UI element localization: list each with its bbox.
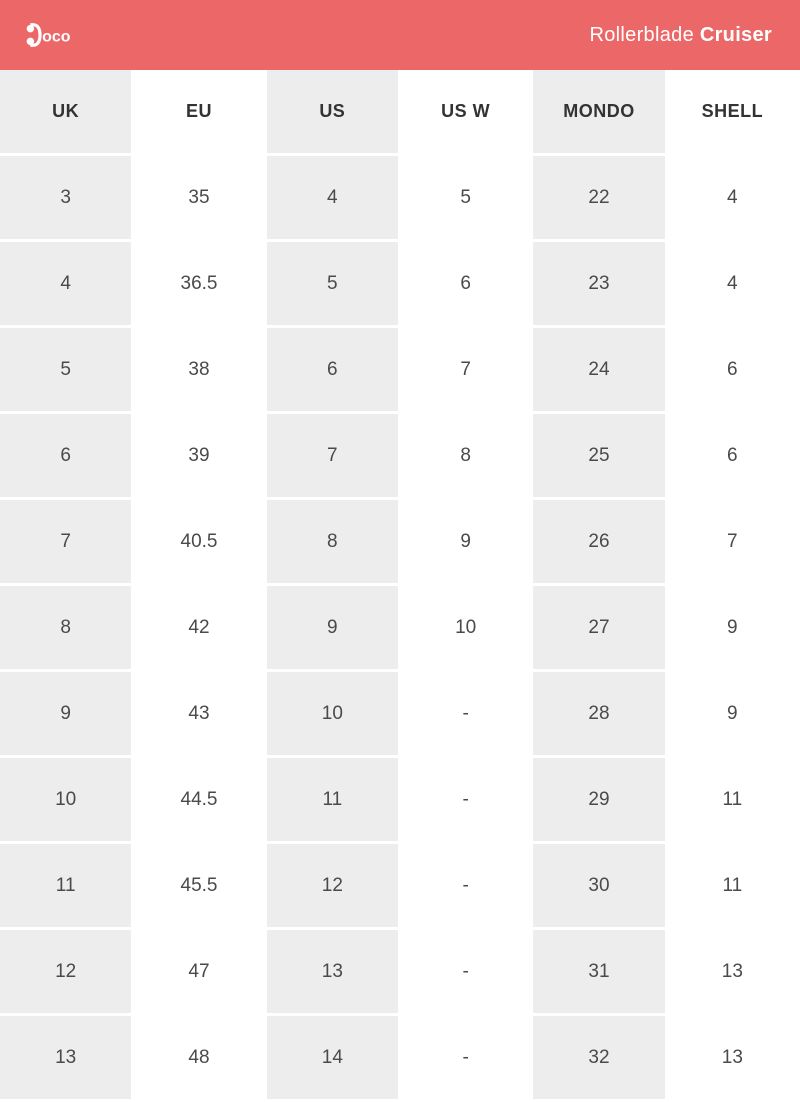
svg-text:oco: oco	[42, 28, 71, 45]
cell-uk-row-1: 4	[0, 242, 133, 328]
cell-us-row-6: 10	[267, 672, 400, 758]
cell-eu-row-9: 47	[133, 930, 266, 1016]
cell-mondo-row-6: 28	[533, 672, 666, 758]
cell-eu-row-7: 44.5	[133, 758, 266, 844]
cell-uk-row-4: 7	[0, 500, 133, 586]
cell-shell-row-1: 4	[667, 242, 800, 328]
cell-uk-row-6: 9	[0, 672, 133, 758]
cell-us-row-1: 5	[267, 242, 400, 328]
title-bold: Cruiser	[700, 24, 772, 46]
brand-header: oco Rollerblade Cruiser	[0, 0, 800, 70]
cell-us-w-row-2: 7	[400, 328, 533, 414]
cell-us-row-0: 4	[267, 156, 400, 242]
cell-uk-row-7: 10	[0, 758, 133, 844]
cell-eu-row-0: 35	[133, 156, 266, 242]
cell-mondo-row-9: 31	[533, 930, 666, 1016]
cell-uk-row-9: 12	[0, 930, 133, 1016]
cell-uk-row-10: 13	[0, 1016, 133, 1102]
cell-uk-row-2: 5	[0, 328, 133, 414]
cell-us-row-7: 11	[267, 758, 400, 844]
cell-mondo-row-2: 24	[533, 328, 666, 414]
cell-us-row-10: 14	[267, 1016, 400, 1102]
cell-shell-row-7: 11	[667, 758, 800, 844]
cell-shell-row-0: 4	[667, 156, 800, 242]
column-header-us-w: US W	[400, 70, 533, 156]
product-title: Rollerblade Cruiser	[590, 24, 772, 47]
cell-us-row-4: 8	[267, 500, 400, 586]
cell-us-w-row-9: -	[400, 930, 533, 1016]
cell-us-w-row-8: -	[400, 844, 533, 930]
cell-mondo-row-0: 22	[533, 156, 666, 242]
cell-us-w-row-6: -	[400, 672, 533, 758]
column-header-us: US	[267, 70, 400, 156]
cell-uk-row-3: 6	[0, 414, 133, 500]
cell-mondo-row-10: 32	[533, 1016, 666, 1102]
cell-uk-row-8: 11	[0, 844, 133, 930]
cell-mondo-row-7: 29	[533, 758, 666, 844]
cell-us-w-row-10: -	[400, 1016, 533, 1102]
cell-shell-row-6: 9	[667, 672, 800, 758]
cell-shell-row-9: 13	[667, 930, 800, 1016]
cell-mondo-row-3: 25	[533, 414, 666, 500]
cell-eu-row-10: 48	[133, 1016, 266, 1102]
cell-mondo-row-1: 23	[533, 242, 666, 328]
cell-us-row-3: 7	[267, 414, 400, 500]
loco-logo-icon: oco	[24, 17, 88, 53]
cell-us-row-8: 12	[267, 844, 400, 930]
cell-shell-row-2: 6	[667, 328, 800, 414]
column-header-shell: SHELL	[667, 70, 800, 156]
cell-shell-row-10: 13	[667, 1016, 800, 1102]
cell-us-w-row-7: -	[400, 758, 533, 844]
cell-us-row-2: 6	[267, 328, 400, 414]
cell-eu-row-2: 38	[133, 328, 266, 414]
cell-eu-row-1: 36.5	[133, 242, 266, 328]
cell-uk-row-5: 8	[0, 586, 133, 672]
cell-shell-row-4: 7	[667, 500, 800, 586]
cell-us-w-row-3: 8	[400, 414, 533, 500]
cell-shell-row-3: 6	[667, 414, 800, 500]
cell-eu-row-5: 42	[133, 586, 266, 672]
cell-eu-row-4: 40.5	[133, 500, 266, 586]
column-header-mondo: MONDO	[533, 70, 666, 156]
cell-eu-row-8: 45.5	[133, 844, 266, 930]
cell-shell-row-5: 9	[667, 586, 800, 672]
cell-us-w-row-4: 9	[400, 500, 533, 586]
cell-us-w-row-0: 5	[400, 156, 533, 242]
cell-us-row-5: 9	[267, 586, 400, 672]
cell-us-w-row-5: 10	[400, 586, 533, 672]
cell-eu-row-3: 39	[133, 414, 266, 500]
title-light: Rollerblade	[590, 24, 700, 46]
column-header-uk: UK	[0, 70, 133, 156]
cell-shell-row-8: 11	[667, 844, 800, 930]
cell-us-row-9: 13	[267, 930, 400, 1016]
cell-mondo-row-8: 30	[533, 844, 666, 930]
cell-uk-row-0: 3	[0, 156, 133, 242]
cell-mondo-row-4: 26	[533, 500, 666, 586]
size-chart-table: UKEUUSUS WMONDOSHELL33545224436.55623453…	[0, 70, 800, 1102]
brand-logo: oco	[24, 17, 88, 53]
cell-eu-row-6: 43	[133, 672, 266, 758]
column-header-eu: EU	[133, 70, 266, 156]
cell-mondo-row-5: 27	[533, 586, 666, 672]
cell-us-w-row-1: 6	[400, 242, 533, 328]
